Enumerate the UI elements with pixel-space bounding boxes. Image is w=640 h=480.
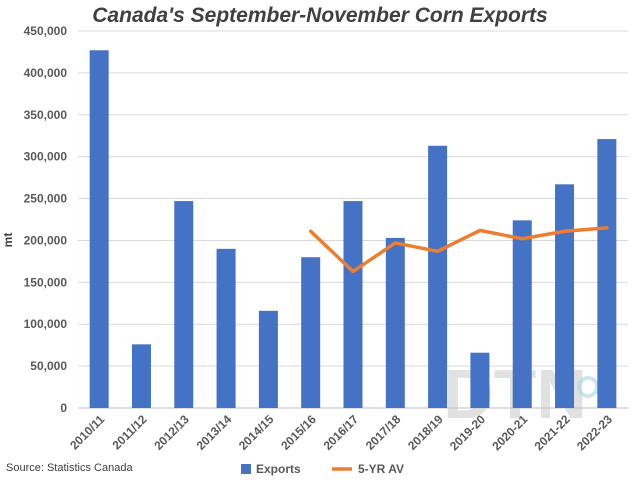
legend-label-exports: Exports (256, 462, 301, 476)
legend: Exports 5-YR AV (241, 462, 404, 476)
x-tick-label: 2018/19 (405, 412, 446, 453)
y-tick-label: 0 (60, 401, 67, 415)
y-tick-label: 300,000 (24, 150, 68, 164)
x-tick-label: 2014/15 (236, 412, 277, 453)
y-axis-tick-labels: 0 50,000 100,000 150,000 200,000 250,000 300,0… (24, 24, 68, 415)
y-tick-label: 50,000 (30, 359, 67, 373)
bar-series (89, 50, 617, 408)
legend-swatch-exports (241, 464, 251, 474)
legend-label-5yr-av: 5-YR AV (358, 462, 404, 476)
bar-exports (428, 145, 448, 408)
y-tick-label: 100,000 (24, 317, 68, 331)
source-note: Source: Statistics Canada (6, 462, 133, 474)
bar-exports (512, 220, 532, 408)
bar-exports (470, 352, 490, 408)
line-series (308, 226, 609, 274)
y-tick-label: 250,000 (24, 192, 68, 206)
y-tick-label: 350,000 (24, 108, 68, 122)
line-5yr-av (308, 226, 609, 274)
bar-exports (343, 201, 363, 408)
y-axis-label: mt (1, 233, 15, 248)
y-tick-label: 150,000 (24, 275, 68, 289)
bar-exports (174, 201, 194, 408)
x-tick-label: 2017/18 (363, 412, 404, 453)
y-tick-label: 450,000 (24, 24, 68, 38)
chart-title: Canada's September-November Corn Exports (92, 4, 548, 27)
bar-exports (258, 310, 278, 408)
bar-exports (555, 184, 575, 408)
watermark-circle (577, 376, 599, 398)
bar-exports (597, 139, 617, 408)
bar-exports (131, 344, 151, 408)
x-tick-label: 2012/13 (151, 412, 192, 453)
bar-exports (301, 257, 321, 408)
x-tick-label: 2010/11 (67, 412, 107, 452)
x-tick-label: 2015/16 (278, 412, 319, 453)
bar-exports (89, 50, 109, 408)
bar-exports (385, 237, 405, 408)
x-tick-label: 2011/12 (109, 412, 149, 452)
x-tick-label: 2013/14 (194, 412, 235, 453)
x-tick-label: 2016/17 (321, 412, 362, 453)
y-tick-label: 400,000 (24, 66, 68, 80)
bar-exports (216, 248, 236, 408)
y-tick-label: 200,000 (24, 233, 68, 247)
